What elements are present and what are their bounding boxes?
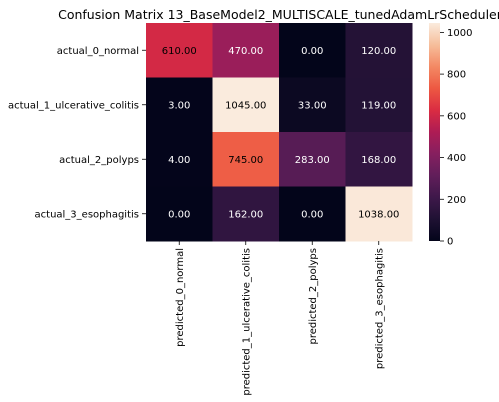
heatmap-cell bbox=[279, 77, 346, 133]
cell-value-label: 745.00 bbox=[228, 155, 263, 166]
heatmap-cell bbox=[345, 77, 413, 133]
heatmap-cell bbox=[146, 132, 213, 187]
heatmap-cell bbox=[279, 23, 346, 78]
cell-value-label: 162.00 bbox=[228, 209, 263, 220]
heatmap-cell bbox=[345, 23, 413, 78]
cell-value-label: 610.00 bbox=[162, 46, 197, 57]
cell-value-label: 119.00 bbox=[361, 100, 396, 111]
cell-value-label: 0.00 bbox=[301, 209, 323, 220]
heatmap-cell bbox=[212, 23, 280, 78]
row-tick-label: actual_3_esophagitis bbox=[35, 209, 139, 220]
colorbar-gradient bbox=[429, 23, 440, 241]
colorbar: 0 200 400 600 800 1000 bbox=[429, 23, 472, 248]
cell-value-label: 470.00 bbox=[228, 46, 263, 57]
heatmap-cell bbox=[212, 186, 280, 242]
cell-value-label: 33.00 bbox=[298, 100, 327, 111]
cell-value-label: 1038.00 bbox=[358, 209, 399, 220]
cell-value-label: 168.00 bbox=[361, 155, 396, 166]
cell-value-labels: 610.00 470.00 0.00 120.00 3.00 1045.00 33.00 11… bbox=[162, 46, 400, 221]
row-tick-label: actual_2_polyps bbox=[59, 155, 139, 166]
chart-title: Confusion Matrix 13_BaseModel2_MULTISCAL… bbox=[58, 7, 499, 22]
cell-value-label: 283.00 bbox=[295, 155, 330, 166]
colorbar-tick-label: 1000 bbox=[447, 28, 472, 39]
cell-value-label: 120.00 bbox=[361, 46, 396, 57]
heatmap-cell bbox=[146, 186, 213, 242]
colorbar-tick-label: 0 bbox=[447, 237, 453, 248]
row-tick-labels: actual_0_normal actual_1_ulcerative_colit… bbox=[8, 46, 146, 220]
column-tick-label: predicted_3_esophagitis bbox=[374, 248, 385, 369]
heatmap-cell bbox=[345, 186, 413, 242]
colorbar-tick-label: 200 bbox=[447, 195, 466, 206]
column-tick-labels: predicted_0_normal predicted_1_ulcerative… bbox=[175, 241, 385, 396]
column-tick-label: predicted_1_ulcerative_colitis bbox=[241, 248, 252, 396]
row-tick-label: actual_1_ulcerative_colitis bbox=[8, 100, 139, 111]
cell-value-label: 3.00 bbox=[168, 100, 190, 111]
row-tick-label: actual_0_normal bbox=[57, 46, 139, 57]
colorbar-tick-label: 400 bbox=[447, 153, 466, 164]
heatmap-cells bbox=[146, 23, 413, 242]
heatmap-cell bbox=[212, 77, 280, 133]
cell-value-label: 1045.00 bbox=[225, 100, 266, 111]
column-tick-label: predicted_0_normal bbox=[175, 248, 186, 347]
heatmap-cell bbox=[146, 23, 213, 78]
cell-value-label: 0.00 bbox=[301, 46, 323, 57]
cell-value-label: 4.00 bbox=[168, 155, 190, 166]
heatmap-cell bbox=[279, 132, 346, 187]
heatmap-cell bbox=[279, 186, 346, 242]
heatmap-cell bbox=[345, 132, 413, 187]
heatmap-cell bbox=[212, 132, 280, 187]
colorbar-tick-label: 800 bbox=[447, 70, 466, 81]
heatmap-cell bbox=[146, 77, 213, 133]
column-tick-label: predicted_2_polyps bbox=[308, 248, 319, 345]
cell-value-label: 0.00 bbox=[168, 209, 190, 220]
colorbar-tick-label: 600 bbox=[447, 111, 466, 122]
